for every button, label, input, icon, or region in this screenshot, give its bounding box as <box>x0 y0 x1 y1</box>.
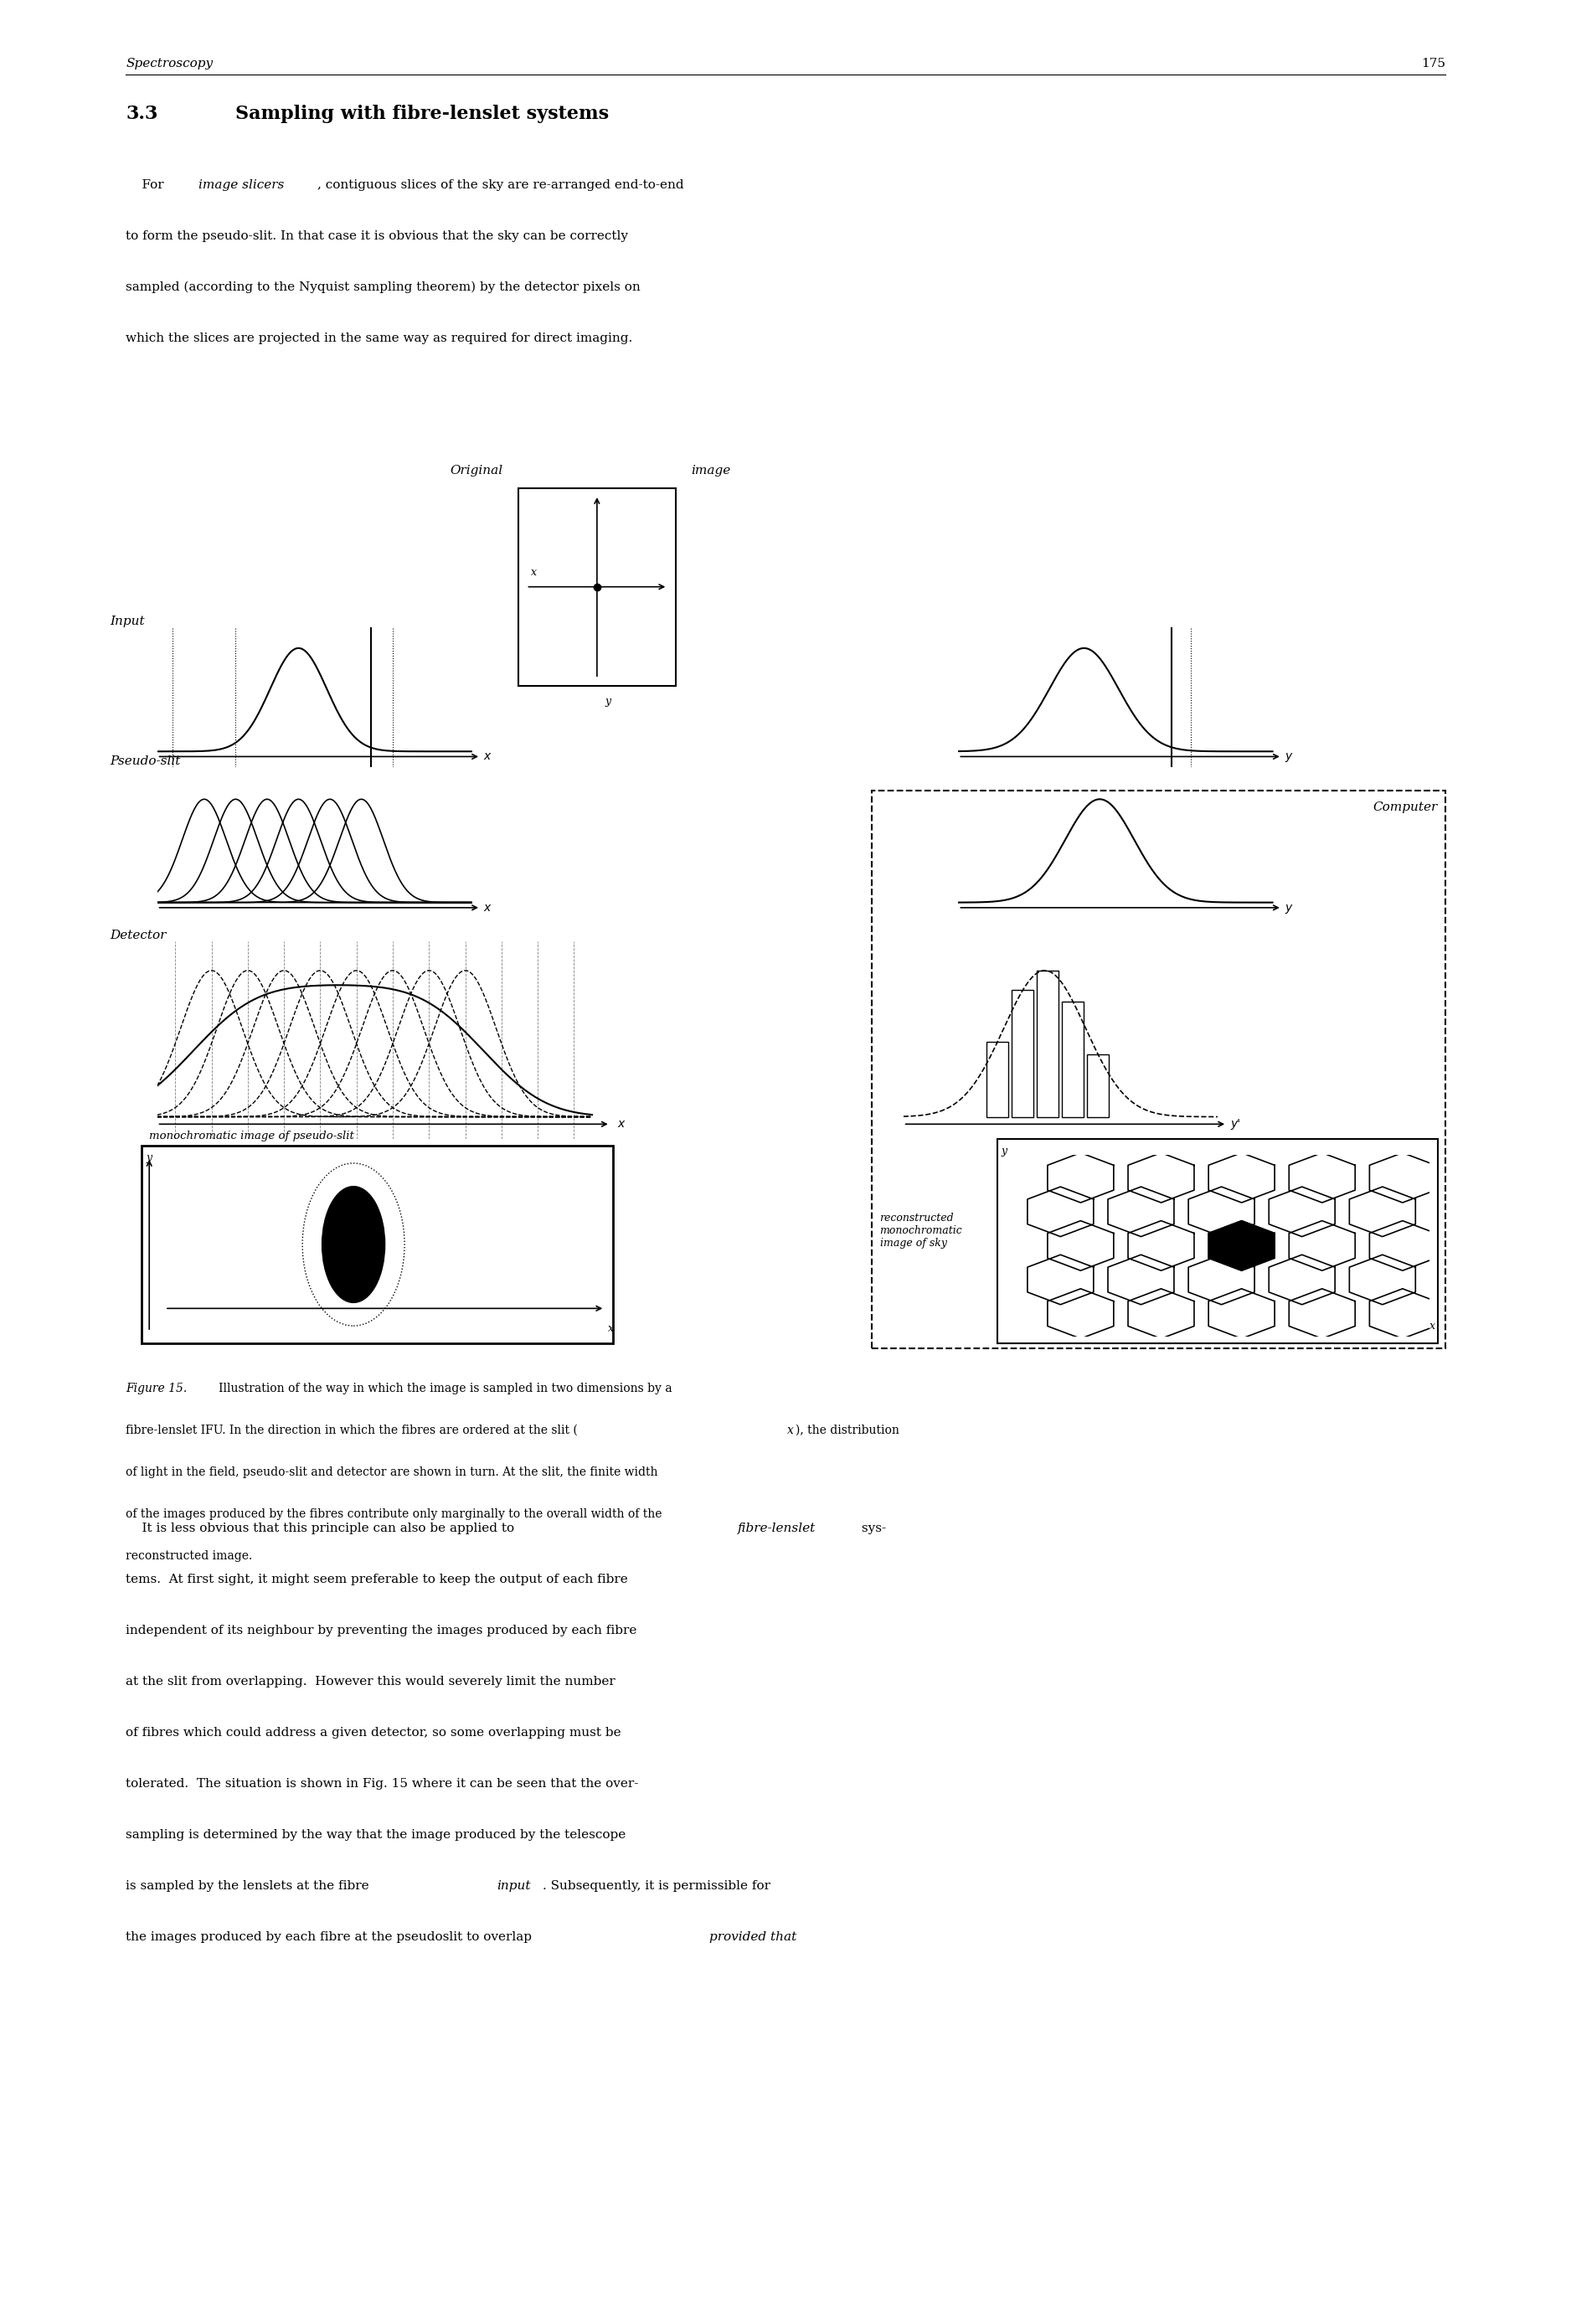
Text: provided that: provided that <box>710 1931 796 1943</box>
Text: tolerated.  The situation is shown in Fig. 15 where it can be seen that the over: tolerated. The situation is shown in Fig… <box>126 1778 638 1789</box>
Text: sampled (according to the Nyquist sampling theorem) by the detector pixels on: sampled (according to the Nyquist sampli… <box>126 281 641 293</box>
Text: 3.3: 3.3 <box>126 105 157 123</box>
Polygon shape <box>1208 1220 1274 1271</box>
Bar <box>1012 990 1034 1118</box>
FancyBboxPatch shape <box>141 1146 613 1343</box>
Text: y: y <box>1001 1146 1007 1157</box>
Text: Original: Original <box>449 465 503 476</box>
Text: which the slices are projected in the same way as required for direct imaging.: which the slices are projected in the sa… <box>126 332 633 344</box>
Bar <box>987 1041 1009 1118</box>
FancyBboxPatch shape <box>518 488 676 686</box>
Text: y: y <box>146 1153 152 1164</box>
Text: input: input <box>496 1880 531 1892</box>
Text: , contiguous slices of the sky are re-arranged end-to-end: , contiguous slices of the sky are re-ar… <box>317 179 683 191</box>
Text: tems.  At first sight, it might seem preferable to keep the output of each fibre: tems. At first sight, it might seem pref… <box>126 1573 628 1585</box>
Text: Pseudo-slit: Pseudo-slit <box>110 755 181 767</box>
Text: sys-: sys- <box>858 1522 886 1534</box>
Text: For: For <box>126 179 168 191</box>
Text: y: y <box>1285 751 1291 762</box>
Text: reconstructed
monochromatic
image of sky: reconstructed monochromatic image of sky <box>880 1213 963 1248</box>
Text: reconstructed image.: reconstructed image. <box>126 1550 253 1562</box>
Text: fibre-lenslet IFU. In the direction in which the fibres are ordered at the slit : fibre-lenslet IFU. In the direction in w… <box>126 1425 578 1436</box>
Bar <box>1062 1002 1084 1118</box>
Text: independent of its neighbour by preventing the images produced by each fibre: independent of its neighbour by preventi… <box>126 1624 636 1636</box>
Text: the images produced by each fibre at the pseudoslit to overlap: the images produced by each fibre at the… <box>126 1931 536 1943</box>
Text: of light in the field, pseudo-slit and detector are shown in turn. At the slit, : of light in the field, pseudo-slit and d… <box>126 1466 658 1478</box>
Text: fibre-lenslet: fibre-lenslet <box>737 1522 815 1534</box>
FancyBboxPatch shape <box>872 790 1445 1348</box>
Text: of fibres which could address a given detector, so some overlapping must be: of fibres which could address a given de… <box>126 1727 621 1738</box>
Text: to form the pseudo-slit. In that case it is obvious that the sky can be correctl: to form the pseudo-slit. In that case it… <box>126 230 628 242</box>
Bar <box>1087 1055 1109 1118</box>
Text: x: x <box>617 1118 624 1129</box>
Text: It is less obvious that this principle can also be applied to: It is less obvious that this principle c… <box>126 1522 518 1534</box>
Text: monochromatic image of pseudo-slit: monochromatic image of pseudo-slit <box>149 1129 355 1141</box>
Text: 175: 175 <box>1422 58 1445 70</box>
Text: Illustration of the way in which the image is sampled in two dimensions by a: Illustration of the way in which the ima… <box>207 1383 672 1394</box>
Text: Figure 15.: Figure 15. <box>126 1383 187 1394</box>
Text: y': y' <box>1230 1118 1240 1129</box>
Text: y: y <box>1285 902 1291 913</box>
Text: Input: Input <box>110 616 145 627</box>
Text: Computer: Computer <box>1373 802 1437 813</box>
Text: sampling is determined by the way that the image produced by the telescope: sampling is determined by the way that t… <box>126 1829 625 1841</box>
Text: x: x <box>484 751 490 762</box>
Text: is sampled by the lenslets at the fibre: is sampled by the lenslets at the fibre <box>126 1880 374 1892</box>
Bar <box>1037 971 1059 1118</box>
Text: of the images produced by the fibres contribute only marginally to the overall w: of the images produced by the fibres con… <box>126 1508 661 1520</box>
Text: x: x <box>484 902 490 913</box>
Text: y: y <box>605 695 611 706</box>
Text: Sampling with fibre-lenslet systems: Sampling with fibre-lenslet systems <box>236 105 610 123</box>
Text: at the slit from overlapping.  However this would severely limit the number: at the slit from overlapping. However th… <box>126 1676 616 1687</box>
Text: . Subsequently, it is permissible for: . Subsequently, it is permissible for <box>544 1880 770 1892</box>
Text: x: x <box>787 1425 793 1436</box>
Text: Detector: Detector <box>110 930 167 941</box>
Text: Spectroscopy: Spectroscopy <box>126 58 214 70</box>
Text: image slicers: image slicers <box>198 179 284 191</box>
Text: image: image <box>691 465 731 476</box>
Text: x: x <box>608 1322 614 1334</box>
Ellipse shape <box>322 1185 385 1301</box>
FancyBboxPatch shape <box>998 1139 1437 1343</box>
Text: x: x <box>531 567 537 579</box>
Text: x: x <box>1430 1320 1436 1332</box>
Text: ), the distribution: ), the distribution <box>795 1425 899 1436</box>
